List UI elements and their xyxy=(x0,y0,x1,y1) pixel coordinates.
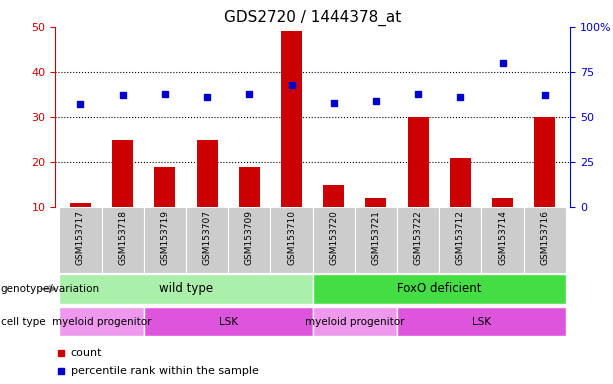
Text: LSK: LSK xyxy=(219,316,238,327)
Text: GSM153721: GSM153721 xyxy=(371,210,381,265)
Bar xyxy=(186,207,228,273)
Bar xyxy=(59,274,313,304)
Text: GSM153712: GSM153712 xyxy=(456,210,465,265)
Bar xyxy=(450,158,471,207)
Text: FoxO deficient: FoxO deficient xyxy=(397,283,481,295)
Text: percentile rank within the sample: percentile rank within the sample xyxy=(70,366,259,376)
Text: genotype/variation: genotype/variation xyxy=(1,284,100,294)
Text: GSM153718: GSM153718 xyxy=(118,210,128,265)
Bar xyxy=(408,117,428,207)
Bar xyxy=(313,207,355,273)
Bar xyxy=(481,207,524,273)
Text: GSM153720: GSM153720 xyxy=(329,210,338,265)
Bar xyxy=(270,207,313,273)
Bar xyxy=(281,31,302,207)
Bar xyxy=(59,207,102,273)
Bar xyxy=(144,207,186,273)
Text: GSM153710: GSM153710 xyxy=(287,210,296,265)
Bar xyxy=(102,207,144,273)
Bar xyxy=(313,307,397,336)
Text: count: count xyxy=(70,348,102,358)
Bar xyxy=(112,140,133,207)
Bar xyxy=(323,185,345,207)
Bar xyxy=(524,207,566,273)
Text: GSM153714: GSM153714 xyxy=(498,210,507,265)
Text: GSM153717: GSM153717 xyxy=(76,210,85,265)
Text: LSK: LSK xyxy=(472,316,491,327)
Bar xyxy=(154,167,175,207)
Text: myeloid progenitor: myeloid progenitor xyxy=(305,316,405,327)
Bar xyxy=(197,140,218,207)
Bar xyxy=(59,307,144,336)
Bar xyxy=(355,207,397,273)
Bar xyxy=(440,207,481,273)
Text: myeloid progenitor: myeloid progenitor xyxy=(52,316,151,327)
Bar xyxy=(365,198,386,207)
Bar xyxy=(228,207,270,273)
Bar xyxy=(239,167,260,207)
Bar xyxy=(313,274,566,304)
Text: GSM153709: GSM153709 xyxy=(245,210,254,265)
Text: GSM153719: GSM153719 xyxy=(161,210,169,265)
Text: GSM153707: GSM153707 xyxy=(203,210,211,265)
Text: wild type: wild type xyxy=(159,283,213,295)
Bar xyxy=(534,117,555,207)
Title: GDS2720 / 1444378_at: GDS2720 / 1444378_at xyxy=(224,9,402,25)
Bar xyxy=(144,307,313,336)
Text: GSM153716: GSM153716 xyxy=(540,210,549,265)
Bar xyxy=(492,198,513,207)
Bar xyxy=(397,207,440,273)
Bar xyxy=(397,307,566,336)
Bar xyxy=(70,203,91,207)
Text: GSM153722: GSM153722 xyxy=(414,210,422,265)
Text: cell type: cell type xyxy=(1,316,45,327)
